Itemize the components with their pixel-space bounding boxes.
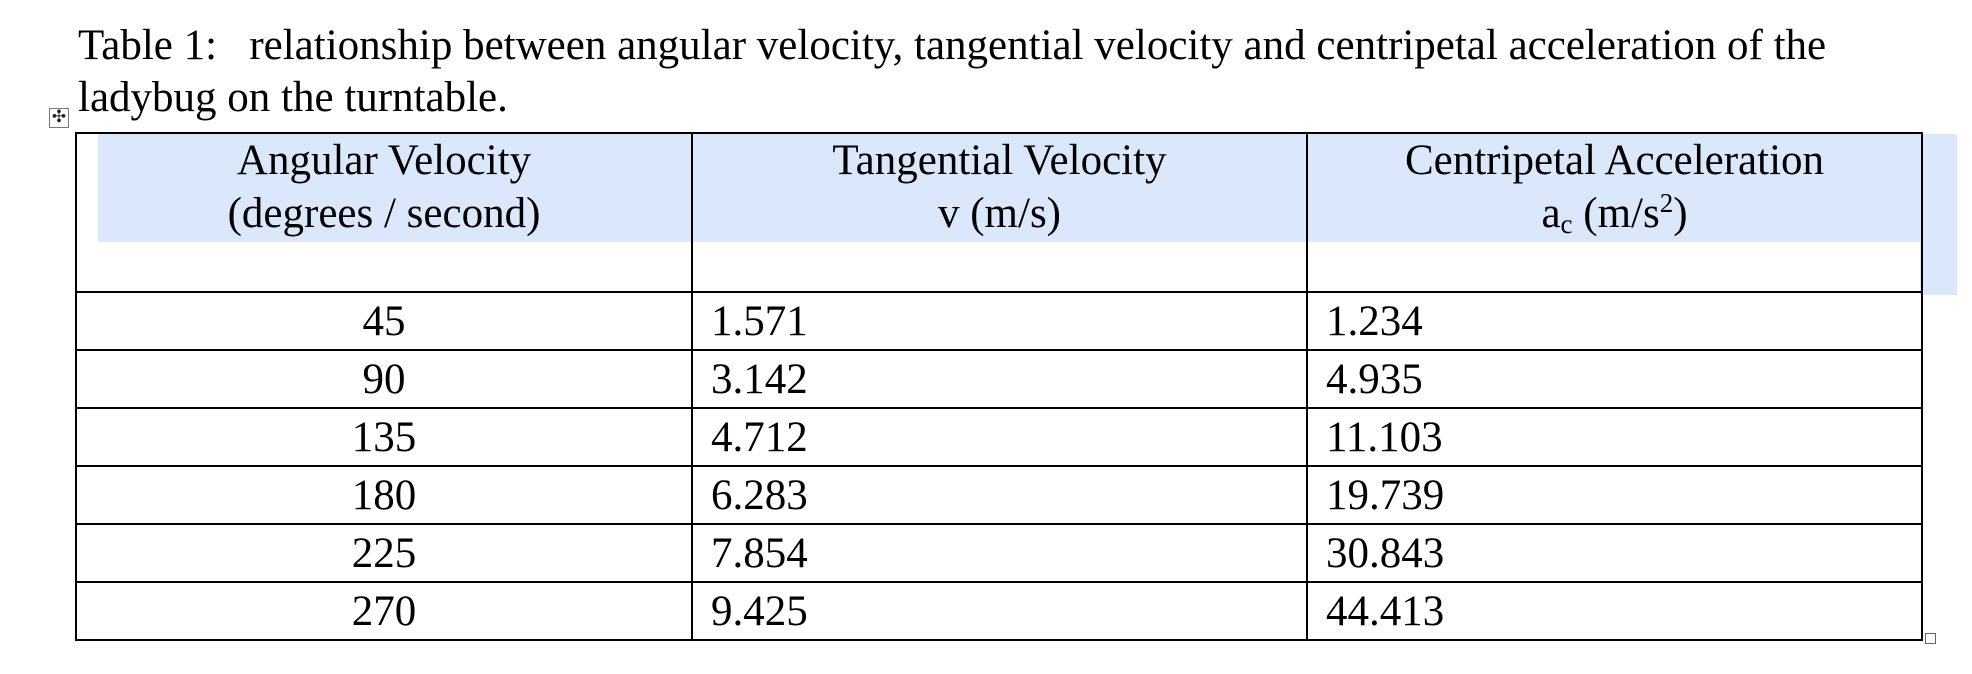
- cell-tangential-velocity[interactable]: 7.854: [691, 523, 1308, 583]
- unit-post: ): [1673, 190, 1688, 237]
- table-row: 135 4.712 11.103: [75, 407, 1923, 467]
- cell-centripetal-acceleration[interactable]: 19.739: [1306, 465, 1923, 525]
- cell-angular-velocity[interactable]: 225: [75, 523, 693, 583]
- cell-angular-velocity[interactable]: 180: [75, 465, 693, 525]
- cell-centripetal-acceleration[interactable]: 4.935: [1306, 349, 1923, 409]
- unit-pre: (m/s: [1572, 190, 1660, 237]
- cell-angular-velocity[interactable]: 90: [75, 349, 693, 409]
- empty-cell[interactable]: [691, 240, 1308, 293]
- empty-row: [75, 240, 1923, 293]
- header-angular-velocity[interactable]: Angular Velocity (degrees / second): [75, 132, 693, 240]
- header-unit: (degrees / second): [227, 190, 541, 237]
- subscript-c: c: [1560, 209, 1573, 239]
- table-row: 225 7.854 30.843: [75, 523, 1923, 583]
- empty-cell[interactable]: [1306, 240, 1923, 293]
- header-line: Centripetal Acceleration: [1404, 137, 1825, 184]
- cell-centripetal-acceleration[interactable]: 44.413: [1306, 581, 1923, 641]
- header-line: Tangential Velocity: [832, 137, 1167, 184]
- cell-angular-velocity[interactable]: 270: [75, 581, 693, 641]
- cell-centripetal-acceleration[interactable]: 30.843: [1306, 523, 1923, 583]
- empty-cell[interactable]: [75, 240, 693, 293]
- cell-tangential-velocity[interactable]: 4.712: [691, 407, 1308, 467]
- table-row: 180 6.283 19.739: [75, 465, 1923, 525]
- cell-angular-velocity[interactable]: 135: [75, 407, 693, 467]
- cell-angular-velocity[interactable]: 45: [75, 291, 693, 351]
- cell-centripetal-acceleration[interactable]: 11.103: [1306, 407, 1923, 467]
- table-row: 90 3.142 4.935: [75, 349, 1923, 409]
- cell-centripetal-acceleration[interactable]: 1.234: [1306, 291, 1923, 351]
- cell-tangential-velocity[interactable]: 1.571: [691, 291, 1308, 351]
- cell-tangential-velocity[interactable]: 6.283: [691, 465, 1308, 525]
- header-unit: v (m/s): [937, 190, 1062, 237]
- table-row: 45 1.571 1.234: [75, 291, 1923, 351]
- cell-tangential-velocity[interactable]: 3.142: [691, 349, 1308, 409]
- table-row: 270 9.425 44.413: [75, 581, 1923, 641]
- header-row: Angular Velocity (degrees / second) Tang…: [75, 132, 1923, 240]
- table-caption: Table 1: relationship between angular ve…: [78, 22, 1837, 121]
- data-table: Angular Velocity (degrees / second) Tang…: [75, 132, 1923, 641]
- cell-tangential-velocity[interactable]: 9.425: [691, 581, 1308, 641]
- header-tangential-velocity[interactable]: Tangential Velocity v (m/s): [691, 132, 1308, 240]
- resize-square-icon[interactable]: [1925, 633, 1936, 644]
- header-centripetal-acceleration[interactable]: Centripetal Acceleration ac (m/s2): [1306, 132, 1923, 240]
- move-cross-icon[interactable]: ✣: [49, 108, 69, 128]
- symbol-a: a: [1541, 190, 1561, 237]
- header-unit: ac (m/s2): [1541, 188, 1688, 239]
- superscript-2: 2: [1659, 188, 1674, 218]
- header-line: Angular Velocity: [236, 137, 532, 184]
- header-shading-overflow: [1920, 134, 1957, 295]
